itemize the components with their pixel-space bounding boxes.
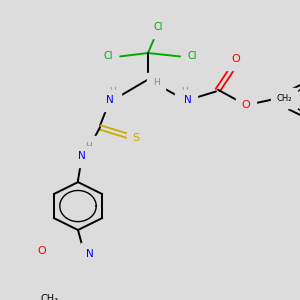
Text: CH₃: CH₃	[41, 294, 59, 300]
Text: H: H	[109, 87, 116, 96]
Text: N: N	[86, 249, 94, 259]
Text: Cl: Cl	[153, 22, 163, 32]
Text: O: O	[38, 245, 46, 256]
Text: N: N	[106, 95, 114, 105]
Text: N: N	[184, 95, 192, 105]
Text: H: H	[181, 87, 188, 96]
Text: Cl: Cl	[187, 51, 197, 62]
Text: H: H	[153, 78, 159, 87]
Text: S: S	[132, 133, 140, 143]
Text: O: O	[242, 100, 250, 110]
Text: Cl: Cl	[103, 51, 113, 62]
Text: N: N	[78, 152, 86, 161]
Text: CH₂: CH₂	[276, 94, 292, 103]
Text: H: H	[93, 243, 99, 252]
Text: H: H	[85, 142, 92, 151]
Text: O: O	[232, 54, 240, 64]
